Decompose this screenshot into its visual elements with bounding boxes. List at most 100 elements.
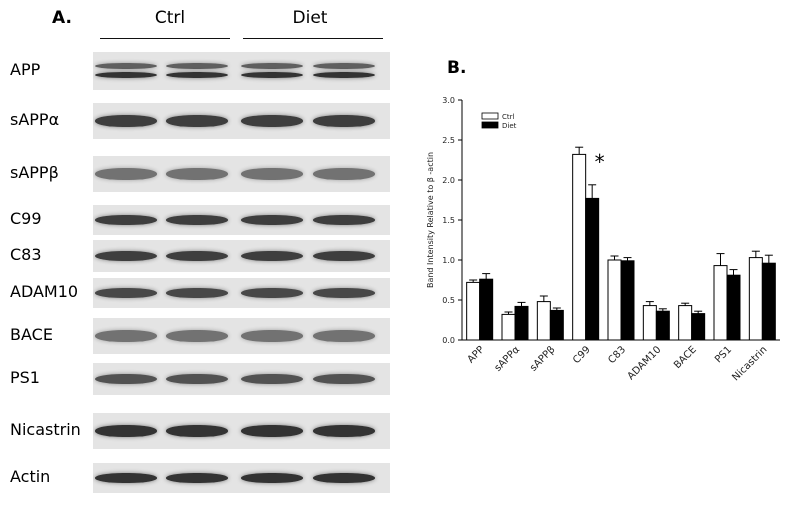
legend-label-diet: Diet (502, 122, 517, 130)
bar-diet (479, 278, 494, 341)
bar-diet (691, 313, 706, 341)
y-tick-label: 1.5 (442, 216, 455, 225)
blot-strip (93, 205, 390, 235)
x-tick-label: sAPPα (493, 344, 523, 374)
blot-band (313, 168, 375, 180)
x-tick-label: C83 (606, 344, 628, 366)
blot-row-label: C99 (10, 209, 42, 228)
blot-strip (93, 156, 390, 192)
y-tick-label: 2.5 (442, 136, 455, 145)
blot-band (313, 330, 375, 342)
bar-chart: 0.0 0.5 1.0 1.5 2.0 2.5 3.0 Band Intensity Rela… (426, 96, 780, 383)
bar-ctrl (748, 257, 763, 341)
x-tick-label: Nicastrin (730, 344, 769, 383)
blot-band (95, 250, 157, 262)
significance-marker: * (595, 150, 605, 174)
blot-band (95, 215, 157, 225)
blot-band (95, 72, 157, 79)
blot-strip (93, 363, 390, 395)
x-tick-label: C99 (571, 344, 593, 366)
blot-band (241, 288, 303, 298)
bar-ctrl (572, 153, 587, 341)
blot-band (95, 168, 157, 180)
blot-row-label: ADAM10 (10, 282, 79, 301)
blot-strip (93, 278, 390, 308)
blot-row-label: C83 (10, 245, 42, 264)
x-tick-label: PS1 (713, 344, 734, 365)
bar-diet (514, 305, 529, 341)
blot-band (313, 63, 375, 70)
blot-band (241, 63, 303, 70)
blot-band (95, 473, 157, 483)
blot-row-label: sAPPα (10, 110, 60, 129)
blot-band (166, 250, 228, 262)
y-tick-label: 1.0 (442, 256, 455, 265)
blot-band (166, 72, 228, 79)
blot-band (95, 373, 157, 385)
blot-band (313, 288, 375, 298)
blot-strip (93, 52, 390, 90)
blot-band (313, 115, 375, 127)
blot-band (95, 425, 157, 437)
bar-ctrl (466, 281, 481, 341)
blot-strip (93, 240, 390, 272)
blot-band (313, 425, 375, 437)
y-tick-label: 2.0 (442, 176, 455, 185)
blot-band (313, 72, 375, 79)
y-axis-label: Band Intensity Relative to β -actin (426, 152, 435, 288)
blot-strip (93, 103, 390, 139)
blot-band (166, 115, 228, 127)
blot-band (166, 288, 228, 298)
bar-diet (726, 274, 741, 341)
bar-diet (655, 310, 670, 341)
bar-diet (620, 260, 635, 341)
x-tick-label: ADAM10 (626, 344, 664, 382)
y-tick-label: 0.5 (442, 296, 455, 305)
blot-band (241, 72, 303, 79)
blot-band (241, 115, 303, 127)
blot-band (313, 373, 375, 385)
blot-band (166, 425, 228, 437)
group-label-ctrl: Ctrl (154, 8, 186, 28)
bar-ctrl (607, 259, 622, 341)
bar-diet (585, 197, 600, 341)
x-tick-label: BACE (672, 344, 699, 371)
y-tick-label: 3.0 (442, 96, 455, 105)
bar-ctrl (501, 313, 516, 341)
blot-band (95, 115, 157, 127)
y-tick-label: 0.0 (442, 336, 455, 345)
bar-ctrl (713, 265, 728, 341)
blot-band (241, 473, 303, 483)
blot-band (95, 63, 157, 70)
blot-band (166, 215, 228, 225)
legend-swatch-ctrl (481, 112, 499, 120)
blot-band (241, 168, 303, 180)
bar-diet (761, 262, 776, 341)
blot-band (313, 473, 375, 483)
blot-band (166, 473, 228, 483)
blot-band (95, 330, 157, 342)
bar-ctrl (536, 301, 551, 341)
x-tick-label: APP (466, 344, 487, 365)
blot-row-label: PS1 (10, 368, 40, 387)
group-line-ctrl (100, 38, 230, 39)
blot-band (241, 330, 303, 342)
blot-strip (93, 318, 390, 354)
blot-band (241, 215, 303, 225)
legend-label-ctrl: Ctrl (502, 113, 515, 121)
blot-row-label: sAPPβ (10, 163, 59, 182)
blot-row-label: Actin (10, 467, 51, 486)
blot-row-label: BACE (10, 325, 53, 344)
group-line-diet (243, 38, 383, 39)
blot-band (313, 215, 375, 225)
blot-band (166, 330, 228, 342)
blot-band (166, 168, 228, 180)
blot-band (166, 63, 228, 70)
blot-band (241, 373, 303, 385)
blot-strip (93, 463, 390, 493)
group-label-diet: Diet (292, 8, 328, 28)
x-tick-label: sAPPβ (528, 344, 557, 373)
bar-diet (549, 309, 564, 341)
blot-band (313, 250, 375, 262)
bar-ctrl (642, 305, 657, 341)
